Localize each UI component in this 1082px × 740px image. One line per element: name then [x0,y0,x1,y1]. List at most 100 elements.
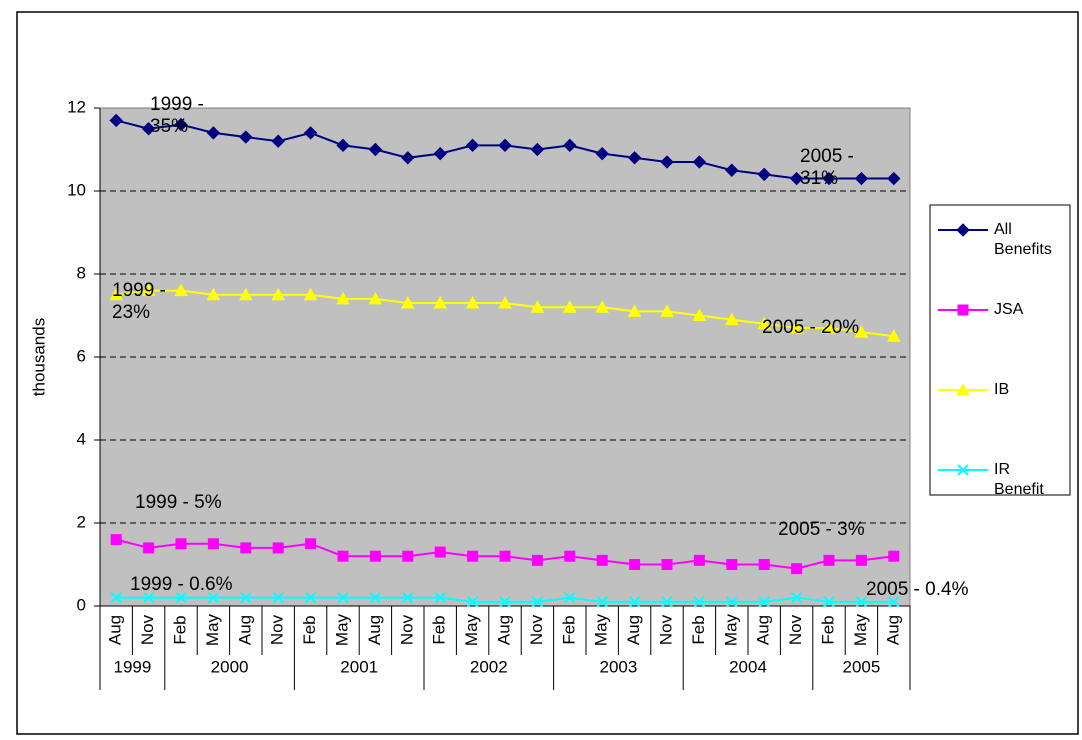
point [530,142,545,157]
point [465,296,480,309]
point [758,559,770,570]
annotation: 2005 - 20% [762,317,860,338]
point [725,163,739,177]
point [109,287,124,301]
point [206,126,221,140]
x-tick-label: Nov [656,614,675,645]
legend-marker [956,382,970,396]
annotation: 2005 - 3% [778,519,865,540]
point [433,296,448,309]
x-tick-label: Aug [235,615,254,645]
year-label: 1999 [113,657,151,676]
point [790,591,803,604]
point [206,287,221,301]
legend-label: IB [994,381,1010,398]
point [142,591,155,604]
x-tick-label: Feb [300,615,319,644]
y-tick-label: 4 [77,429,86,448]
point [336,291,350,305]
annotation: 1999 - 0.6% [130,574,233,595]
point [240,591,252,604]
x-tick-label: Nov [268,614,287,645]
x-tick-label: Feb [818,615,837,644]
point [822,320,836,334]
point [726,596,738,608]
point [499,550,511,562]
x-tick-label: Feb [430,615,449,644]
point [596,554,608,566]
point [854,325,869,338]
point [174,283,188,297]
y-axis-label: thousands [29,318,48,396]
point [238,287,253,301]
point [207,591,220,604]
point [855,596,868,608]
year-label: 2002 [470,657,508,676]
point [401,151,415,165]
point [693,554,705,566]
legend-label: JSA [994,301,1024,318]
point [303,126,318,140]
x-tick-label: Feb [559,615,578,644]
x-tick-label: Aug [106,615,125,645]
point [661,596,673,608]
x-tick-label: Nov [786,614,805,645]
point [498,296,512,309]
point [207,538,219,550]
point [304,591,317,604]
year-label: 2005 [842,657,880,676]
point [823,596,835,608]
point [531,596,544,608]
point [660,155,674,169]
point [402,591,414,604]
point [629,559,641,570]
point [143,542,155,554]
point [369,550,381,562]
annotation: 1999 - 5% [135,492,222,513]
point [627,151,642,165]
annotation: 1999 - 35% [150,94,204,137]
point [789,320,804,334]
point [661,559,673,570]
point [887,171,901,186]
legend-marker [957,304,969,316]
point [822,171,836,186]
legend-marker [957,464,969,476]
point [693,596,706,608]
point [628,596,641,608]
point [530,300,545,313]
legend-label: All Benefits [994,221,1052,258]
x-tick-label: May [851,613,870,646]
y-tick-label: 0 [77,595,86,614]
x-tick-label: Feb [689,615,708,644]
point [175,538,187,550]
x-tick-label: May [332,613,351,646]
point [692,308,707,321]
point [271,134,285,148]
point [758,596,770,608]
annotation: 2005 - 31% [800,146,854,189]
x-tick-label: Aug [365,615,384,645]
x-tick-label: May [462,613,481,646]
point [823,554,835,566]
point [271,287,286,301]
point [434,591,446,604]
point [692,155,707,169]
point [724,312,739,326]
point [757,316,772,330]
point [757,167,771,182]
point [789,171,804,186]
x-tick-label: May [721,613,740,646]
x-tick-label: Aug [754,615,773,645]
point [272,542,284,554]
point [726,559,738,570]
point [402,550,414,562]
point [141,283,156,297]
point [855,554,867,566]
point [305,538,317,550]
point [337,591,349,604]
legend-box [929,204,1071,496]
point [175,591,187,604]
